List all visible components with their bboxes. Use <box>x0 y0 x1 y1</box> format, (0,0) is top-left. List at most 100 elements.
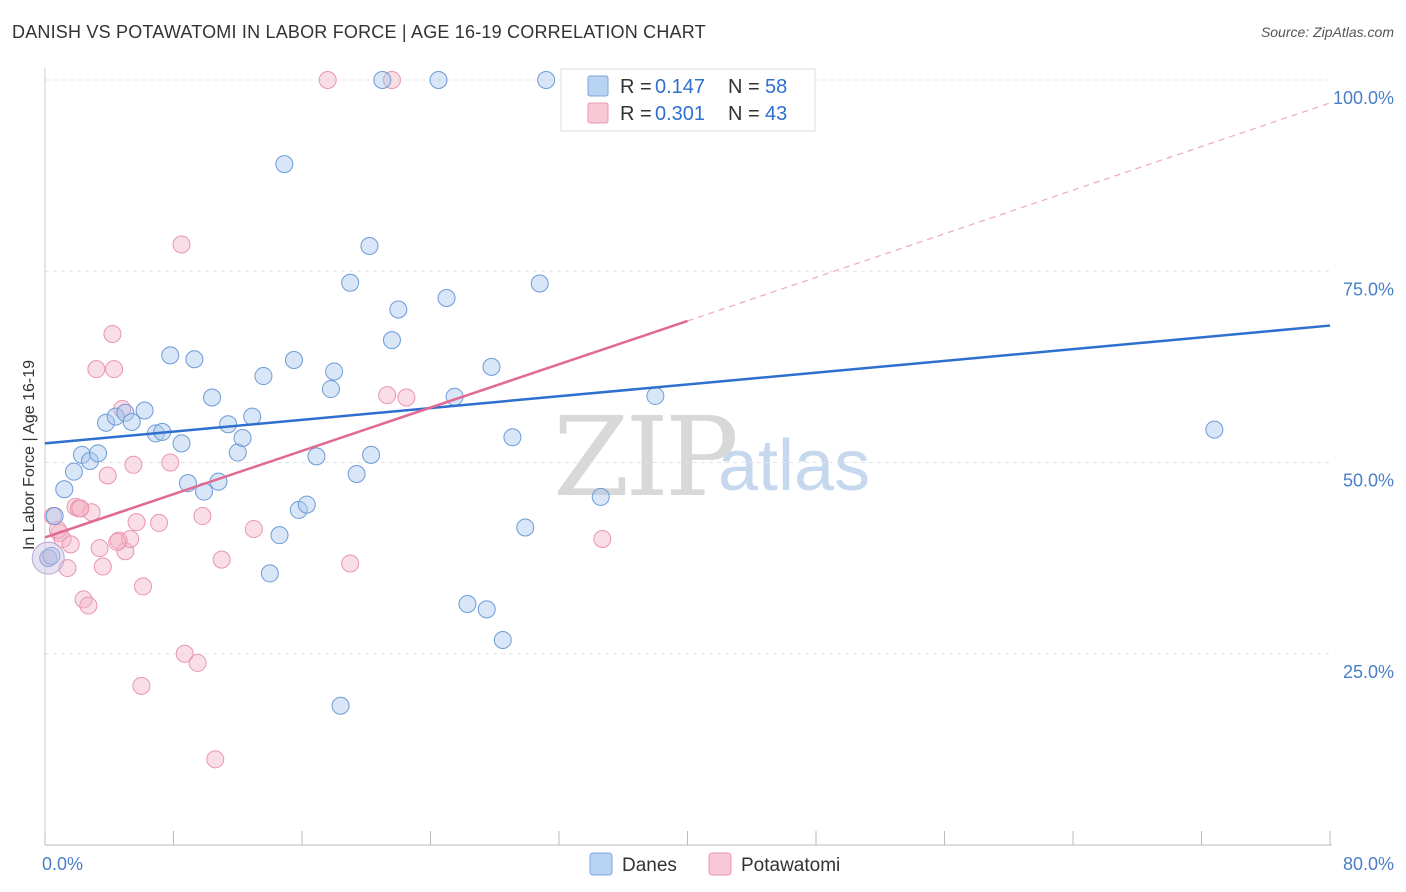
danes-point <box>516 518 535 537</box>
danes-point <box>1205 420 1224 439</box>
danes-point <box>203 388 222 407</box>
danes-point <box>477 600 496 619</box>
danes-point <box>437 289 456 308</box>
danes-point <box>233 429 252 448</box>
danes-point <box>116 403 135 422</box>
potawatomi-point <box>79 596 98 615</box>
watermark-atlas: atlas <box>718 426 870 506</box>
trend-lines <box>44 102 1331 539</box>
legend-label-danes: Danes <box>622 855 677 876</box>
danes-point <box>185 350 204 369</box>
potawatomi-point <box>61 535 80 554</box>
danes-point <box>260 564 279 583</box>
x-tick-label-max: 80.0% <box>1343 854 1394 874</box>
potawatomi-point <box>193 507 212 526</box>
danes-point <box>360 237 379 256</box>
y-tick-label-100: 100.0% <box>1333 88 1394 108</box>
potawatomi-point <box>124 455 143 474</box>
danes-point <box>254 367 273 386</box>
danes-point <box>275 155 294 174</box>
danes-points <box>31 71 1224 715</box>
danes-point <box>537 71 556 89</box>
danes-point <box>389 300 408 319</box>
danes-point <box>64 462 83 481</box>
potawatomi-point <box>87 360 106 379</box>
danes-point <box>325 362 344 381</box>
potawatomi-point <box>74 590 93 609</box>
danes-point <box>321 380 340 399</box>
danes-point <box>341 273 360 292</box>
potawatomi-point <box>318 71 337 89</box>
danes-point <box>530 274 549 293</box>
danes-point <box>493 630 512 649</box>
potawatomi-point <box>593 530 612 548</box>
potawatomi-point <box>378 386 397 405</box>
y-tick-labels: 25.0% 50.0% 75.0% 100.0% <box>1333 88 1394 682</box>
danes-point <box>284 350 303 369</box>
stats-swatch-potawatomi <box>587 102 609 124</box>
legend-label-potawatomi: Potawatomi <box>741 855 840 876</box>
stats-potawatomi-n-value: 43 <box>765 103 787 125</box>
gridlines <box>45 79 1330 655</box>
legend-swatch-potawatomi <box>708 852 732 876</box>
potawatomi-point <box>90 539 109 558</box>
potawatomi-point <box>103 324 122 343</box>
potawatomi-point <box>382 71 401 89</box>
potawatomi-point <box>71 499 90 518</box>
potawatomi-point <box>132 676 151 695</box>
stats-potawatomi-r-label: R = <box>620 103 652 125</box>
danes-point <box>45 507 64 526</box>
potawatomi-point <box>175 644 194 663</box>
potawatomi-point <box>133 577 152 596</box>
potawatomi-point <box>161 453 180 472</box>
potawatomi-point <box>212 550 231 569</box>
danes-point <box>307 447 326 466</box>
danes-point <box>270 526 289 545</box>
danes-point <box>122 412 141 431</box>
potawatomi-point <box>244 520 263 539</box>
danes-point <box>243 407 262 426</box>
stats-danes-r-value: 0.147 <box>655 76 705 98</box>
danes-point <box>297 495 316 514</box>
stats-potawatomi-r-value: 0.301 <box>655 103 705 125</box>
danes-point <box>89 444 108 463</box>
danes-trend-line <box>44 324 1331 445</box>
potawatomi-point <box>206 750 225 769</box>
potawatomi-point <box>127 513 146 532</box>
chart-title: DANISH VS POTAWATOMI IN LABOR FORCE | AG… <box>12 22 706 42</box>
danes-point <box>482 357 501 376</box>
danes-point <box>331 696 350 715</box>
potawatomi-point <box>98 466 117 485</box>
stats-potawatomi-n-label: N = <box>728 103 760 125</box>
danes-point <box>373 71 392 89</box>
danes-point <box>161 346 180 365</box>
danes-point <box>39 549 58 568</box>
danes-point <box>362 445 381 464</box>
y-tick-label-75: 75.0% <box>1343 279 1394 299</box>
legend-swatch-danes <box>589 852 613 876</box>
potawatomi-point <box>341 554 360 573</box>
potawatomi-point <box>172 235 191 254</box>
stats-danes-n-label: N = <box>728 76 760 98</box>
potawatomi-point <box>105 360 124 379</box>
watermark-zip: ZIP <box>553 393 736 521</box>
axes <box>44 68 1332 846</box>
stats-danes-r-label: R = <box>620 76 652 98</box>
stats-box: R = 0.147 N = 58 R = 0.301 N = 43 <box>560 68 816 132</box>
y-tick-label-50: 50.0% <box>1343 471 1394 491</box>
danes-point <box>42 546 61 565</box>
danes-point <box>55 480 74 499</box>
y-tick-label-25: 25.0% <box>1343 662 1394 682</box>
danes-point <box>347 464 366 483</box>
danes-point <box>591 487 610 506</box>
potawatomi-trend-line <box>44 319 688 539</box>
potawatomi-point <box>93 557 112 576</box>
danes-point <box>458 595 477 614</box>
source-label: Source: ZipAtlas.com <box>1260 24 1394 40</box>
danes-point <box>172 434 191 453</box>
danes-point <box>382 331 401 350</box>
danes-point <box>106 407 125 426</box>
legend: Danes Potawatomi <box>589 852 840 876</box>
danes-point <box>97 413 116 432</box>
